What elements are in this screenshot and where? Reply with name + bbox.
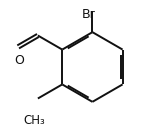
Text: Br: Br [82,8,95,21]
Text: O: O [14,54,24,68]
Text: CH₃: CH₃ [23,114,45,127]
